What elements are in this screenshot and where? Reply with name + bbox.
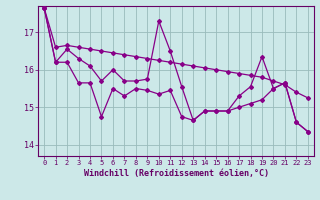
X-axis label: Windchill (Refroidissement éolien,°C): Windchill (Refroidissement éolien,°C) — [84, 169, 268, 178]
